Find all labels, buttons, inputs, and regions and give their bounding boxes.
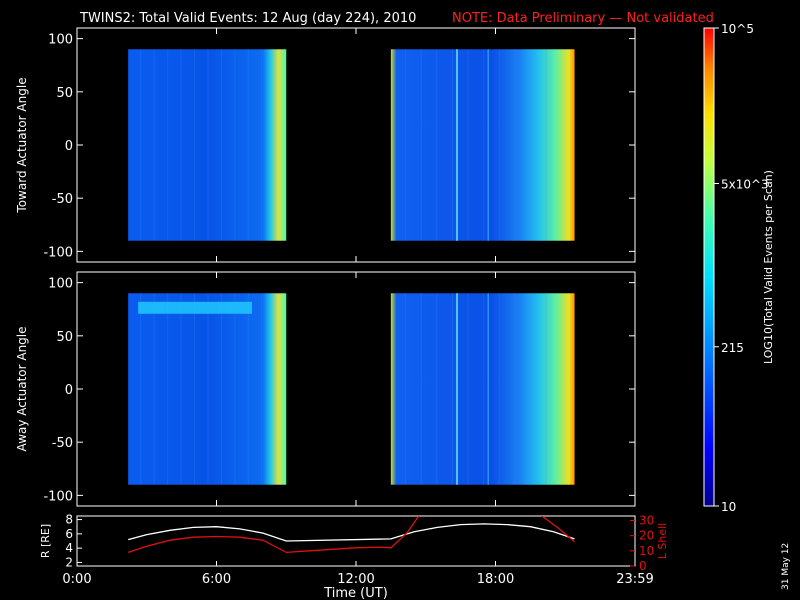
y-tick-label: 0 <box>65 139 73 154</box>
l-shell-line <box>127 516 420 554</box>
date-stamp: 31 May 12 <box>781 543 791 590</box>
colorbar-tick-label: 215 <box>721 341 744 355</box>
y-tick-label: 50 <box>56 86 73 101</box>
heatmap-block <box>128 49 287 241</box>
colorbar-tick-label: 10^5 <box>721 22 754 36</box>
y-axis-label: Away Actuator Angle <box>15 326 29 451</box>
colorbar-tick-label: 5x10^3 <box>721 177 769 191</box>
figure-title: TWINS2: Total Valid Events: 12 Aug (day … <box>79 11 416 26</box>
x-tick-label: 18:00 <box>477 572 514 587</box>
left-axis-label: R [RE] <box>39 524 52 558</box>
y-tick-label: 100 <box>48 33 73 48</box>
right-tick-label: 0 <box>639 559 647 573</box>
r-distance-line <box>128 523 575 542</box>
x-tick-label: 6:00 <box>202 572 231 587</box>
left-tick-label: 8 <box>65 513 73 527</box>
y-tick-label: -50 <box>52 192 73 207</box>
heatmap-block <box>390 293 575 485</box>
left-tick-label: 2 <box>65 555 73 569</box>
right-tick-label: 20 <box>639 529 654 543</box>
y-axis-label: Toward Actuator Angle <box>15 77 29 213</box>
y-tick-label: 100 <box>48 277 73 292</box>
heatmap-block <box>128 293 287 485</box>
left-tick-label: 6 <box>65 527 73 541</box>
heatmap-band <box>138 301 252 314</box>
y-tick-label: -100 <box>43 489 73 504</box>
y-tick-label: -50 <box>52 436 73 451</box>
y-tick-label: 0 <box>65 383 73 398</box>
x-tick-label: 12:00 <box>337 572 374 587</box>
right-axis-label: L Shell <box>656 523 669 559</box>
x-axis-label: Time (UT) <box>323 586 388 600</box>
plot-frame <box>76 515 636 567</box>
colorbar-scale <box>703 27 715 507</box>
away-angle-panel: -100 -50 0 50 100 Away Actuator Angle <box>15 271 636 507</box>
heatmap-block <box>390 49 575 241</box>
preliminary-note: NOTE: Data Preliminary — Not validated <box>452 11 714 26</box>
right-tick-label: 30 <box>639 514 654 528</box>
colorbar-tick-label: 10 <box>721 500 736 514</box>
y-tick-label: 50 <box>56 330 73 345</box>
l-shell-line <box>541 516 575 543</box>
colorbar-label: LOG10(Total Valid Events per Scan) <box>762 170 775 364</box>
y-tick-label: -100 <box>43 245 73 260</box>
x-tick-label: 0:00 <box>62 572 91 587</box>
colorbar: 10 215 5x10^3 10^5 LOG10(Total Valid Events … <box>703 22 775 514</box>
right-tick-label: 10 <box>639 544 654 558</box>
left-tick-label: 4 <box>65 541 73 555</box>
x-tick-label: 23:59 <box>616 572 653 587</box>
toward-angle-panel: -100 -50 0 50 100 Toward Actuator Angle <box>15 27 636 263</box>
